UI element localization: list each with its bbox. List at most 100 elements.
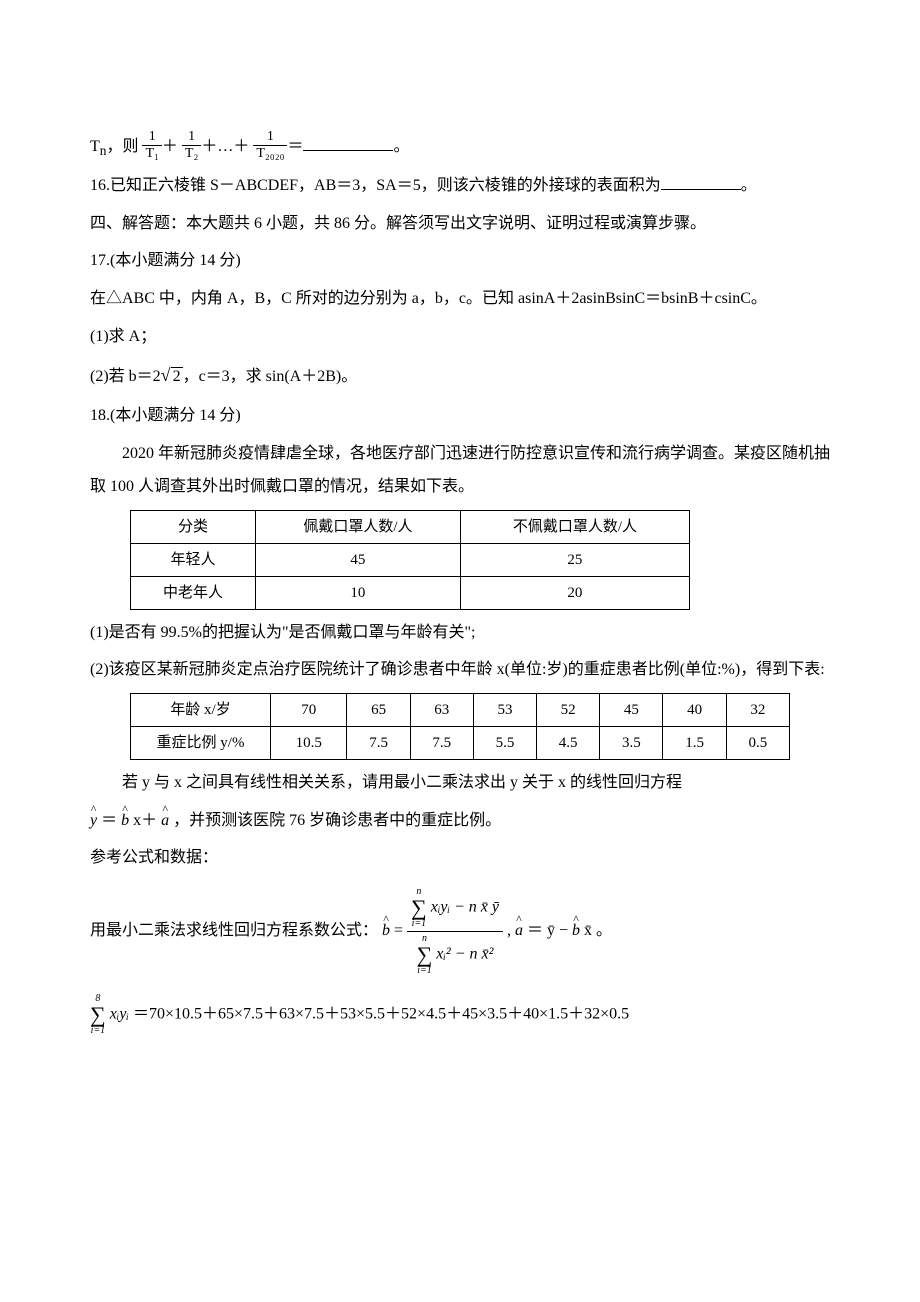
sum8-lower: i=1 [90, 1026, 106, 1036]
t1-r2c1: 中老年人 [131, 576, 256, 609]
frac1-num: 1 [142, 129, 161, 145]
sum-den: n ∑ i=1 [417, 934, 433, 976]
q15-line: Tn，则 1 T₁ ＋ 1 T₂ ＋…＋ 1 T₂₀₂₀ ＝。 [90, 130, 830, 165]
ahat2: a [515, 914, 523, 948]
q15-prefix: T [90, 138, 100, 155]
q17-part2a: (2)若 b＝2 [90, 368, 161, 385]
section4-head: 四、解答题：本大题共 6 小题，共 86 分。解答须写出文字说明、证明过程或演算… [90, 207, 830, 241]
t2-h2: 重症比例 y/% [131, 726, 271, 759]
regress-after: ，并预测该医院 76 岁确诊患者中的重症比例。 [173, 812, 501, 829]
t2-d5: 4.5 [537, 726, 600, 759]
ahat: a [161, 804, 169, 838]
formula-label: 用最小二乘法求线性回归方程系数公式： [90, 922, 378, 939]
comma: , [507, 922, 515, 939]
table-age: 年龄 x/岁 70 65 63 53 52 45 40 32 重症比例 y/% … [130, 693, 790, 760]
sqrt-rad: 2 [171, 367, 183, 385]
plus-1: ＋ [162, 138, 178, 155]
frac-1: 1 T₁ [142, 129, 161, 161]
ahat-eq: ＝ ȳ − [527, 922, 572, 939]
sum-body: xᵢyᵢ [110, 1005, 129, 1022]
q15-period: 。 [393, 138, 409, 155]
q17-part2: (2)若 b＝22，c＝3，求 sin(A＋2B)。 [90, 357, 830, 395]
table-row: 分类 佩戴口罩人数/人 不佩戴口罩人数/人 [131, 510, 690, 543]
q17-line1: 在△ABC 中，内角 A，B，C 所对的边分别为 a，b，c。已知 asinA＋… [90, 282, 830, 316]
q18-intro: 2020 年新冠肺炎疫情肆虐全球，各地医疗部门迅速进行防控意识宣传和流行病学调查… [90, 437, 830, 504]
t2-c1: 70 [271, 693, 347, 726]
t2-h1: 年龄 x/岁 [131, 693, 271, 726]
q18-regress-eq: y ＝ b x＋ a ，并预测该医院 76 岁确诊患者中的重症比例。 [90, 804, 830, 838]
t1-r1c2: 45 [256, 543, 461, 576]
q16-line: 16.已知正六棱锥 S－ABCDEF，AB＝3，SA＝5，则该六棱锥的外接球的表… [90, 169, 830, 203]
eq1: ＝ [101, 812, 117, 829]
q18-part1: (1)是否有 99.5%的把握认为"是否佩戴口罩与年龄有关"; [90, 616, 830, 650]
t1-r1c3: 25 [460, 543, 689, 576]
sum-lower-n: i=1 [411, 919, 427, 929]
sigma-icon: ∑ [90, 1004, 106, 1026]
t2-d4: 5.5 [473, 726, 536, 759]
bnum: n ∑ i=1 xᵢyᵢ − n x̄ ȳ [407, 885, 503, 932]
yhat: y [90, 804, 97, 838]
q17-part1: (1)求 A； [90, 320, 830, 354]
t2-d7: 1.5 [663, 726, 726, 759]
bhat2: b [382, 914, 390, 948]
q16-period: 。 [741, 177, 757, 194]
t1-r1c1: 年轻人 [131, 543, 256, 576]
den-body: xᵢ² − n x̄² [436, 945, 493, 962]
formula-line: 用最小二乘法求线性回归方程系数公式： b = n ∑ i=1 xᵢyᵢ − n … [90, 885, 830, 978]
q15-then: ，则 [106, 138, 138, 155]
q18-regress: 若 y 与 x 之间具有线性相关关系，请用最小二乘法求出 y 关于 x 的线性回… [90, 766, 830, 800]
big-frac: n ∑ i=1 xᵢyᵢ − n x̄ ȳ n ∑ i=1 xᵢ² − n x̄… [407, 885, 503, 978]
frac2-den: T₂ [182, 146, 201, 161]
formula-end: 。 [596, 922, 612, 939]
t2-c5: 52 [537, 693, 600, 726]
ahat-b: b [572, 914, 580, 948]
table-mask: 分类 佩戴口罩人数/人 不佩戴口罩人数/人 年轻人 45 25 中老年人 10 … [130, 510, 690, 610]
sum-line: 8 ∑ i=1 xᵢyᵢ ＝70×10.5＋65×7.5＋63×7.5＋53×5… [90, 994, 830, 1036]
bhat: b [121, 804, 129, 838]
t1-h1: 分类 [131, 510, 256, 543]
sigma-icon: ∑ [411, 897, 427, 919]
frac3-den: T₂₀₂₀ [253, 146, 287, 161]
table-row: 中老年人 10 20 [131, 576, 690, 609]
t2-c2: 65 [347, 693, 410, 726]
t2-c3: 63 [410, 693, 473, 726]
t2-d3: 7.5 [410, 726, 473, 759]
t2-c6: 45 [600, 693, 663, 726]
regress-intro: 若 y 与 x 之间具有线性相关关系，请用最小二乘法求出 y 关于 x 的线性回… [122, 774, 682, 791]
eq2: = [394, 922, 407, 939]
xplus: x＋ [133, 812, 157, 829]
t2-d8: 0.5 [726, 726, 789, 759]
t2-c4: 53 [473, 693, 536, 726]
sigma-icon: ∑ [417, 944, 433, 966]
q18-part2: (2)该疫区某新冠肺炎定点治疗医院统计了确诊患者中年龄 x(单位:岁)的重症患者… [90, 653, 830, 687]
t2-d1: 10.5 [271, 726, 347, 759]
sum-eq: ＝70×10.5＋65×7.5＋63×7.5＋53×5.5＋52×4.5＋45×… [133, 1005, 629, 1022]
t2-d2: 7.5 [347, 726, 410, 759]
q18-head: 18.(本小题满分 14 分) [90, 399, 830, 433]
t2-d6: 3.5 [600, 726, 663, 759]
table-row: 年轻人 45 25 [131, 543, 690, 576]
table-row: 重症比例 y/% 10.5 7.5 7.5 5.5 4.5 3.5 1.5 0.… [131, 726, 790, 759]
frac-2: 1 T₂ [182, 129, 201, 161]
frac-3: 1 T₂₀₂₀ [253, 129, 287, 161]
t1-h2: 佩戴口罩人数/人 [256, 510, 461, 543]
num-body: xᵢyᵢ − n x̄ ȳ [431, 898, 499, 915]
q16-text: 16.已知正六棱锥 S－ABCDEF，AB＝3，SA＝5，则该六棱锥的外接球的表… [90, 177, 661, 194]
ref-head: 参考公式和数据： [90, 841, 830, 875]
frac2-num: 1 [182, 129, 201, 145]
q15-eq: ＝ [287, 138, 303, 155]
sum-lower-d: i=1 [417, 966, 433, 976]
t2-c7: 40 [663, 693, 726, 726]
q17-head: 17.(本小题满分 14 分) [90, 244, 830, 278]
t1-r2c3: 20 [460, 576, 689, 609]
frac3-num: 1 [253, 129, 287, 145]
t2-c8: 32 [726, 693, 789, 726]
t1-r2c2: 10 [256, 576, 461, 609]
q15-blank [303, 133, 393, 151]
table-row: 年龄 x/岁 70 65 63 53 52 45 40 32 [131, 693, 790, 726]
t1-h3: 不佩戴口罩人数/人 [460, 510, 689, 543]
sum-8: 8 ∑ i=1 [90, 994, 106, 1036]
sqrt-icon: 2 [161, 357, 183, 395]
plus-2: ＋…＋ [201, 138, 249, 155]
sum-num: n ∑ i=1 [411, 887, 427, 929]
